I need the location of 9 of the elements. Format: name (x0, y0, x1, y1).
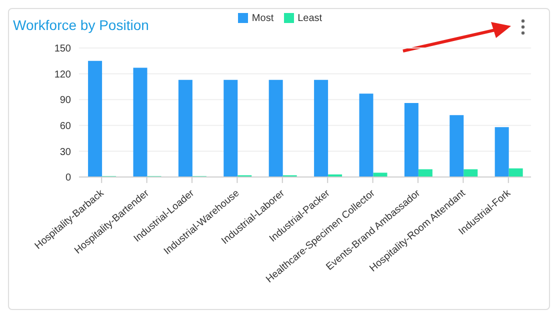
y-tick-label: 90 (60, 95, 72, 106)
y-tick-label: 30 (60, 146, 72, 158)
chart-title: Workforce by Position (13, 17, 149, 33)
y-tick-label: 60 (60, 120, 72, 132)
legend-label: Most (252, 13, 274, 24)
y-tick-label: 150 (54, 44, 72, 55)
y-tick-label: 120 (54, 69, 72, 80)
legend-label: Least (298, 13, 322, 24)
y-tick-label: 0 (65, 172, 72, 184)
